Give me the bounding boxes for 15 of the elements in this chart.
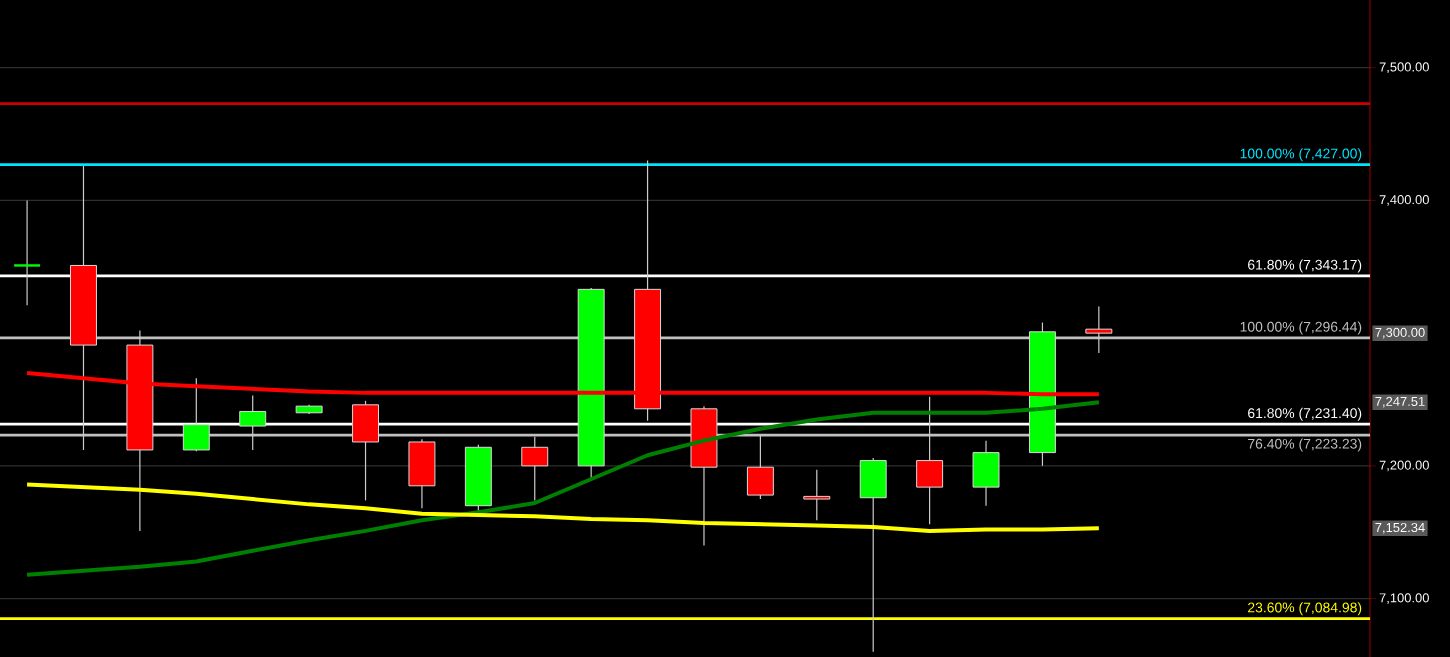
ref-line-label: 61.80% (7,343.17) xyxy=(1248,259,1362,273)
ref-line-label: 23.60% (7,084.98) xyxy=(1248,602,1362,616)
text: 7,152.34 xyxy=(1375,522,1425,534)
candlestick xyxy=(12,199,42,306)
ref-line-label: 100.00% (7,427.00) xyxy=(1240,148,1362,162)
y-tick-label: 7,400.00 xyxy=(1379,195,1429,206)
ref-line-label: 61.80% (7,231.40) xyxy=(1248,407,1362,421)
y-tick-label: 7,500.00 xyxy=(1379,62,1429,74)
ref-line-label: 100.00% (7,296.44) xyxy=(1240,321,1362,335)
y-tick-label: 7,200.00 xyxy=(1379,460,1429,472)
text: 7,300.00 xyxy=(1375,327,1425,339)
y-tick-label: 7,100.00 xyxy=(1379,593,1429,604)
text: 7,247.51 xyxy=(1375,396,1425,408)
ref-line-label: 76.40% (7,223.23) xyxy=(1248,438,1362,452)
candlestick xyxy=(803,469,831,521)
